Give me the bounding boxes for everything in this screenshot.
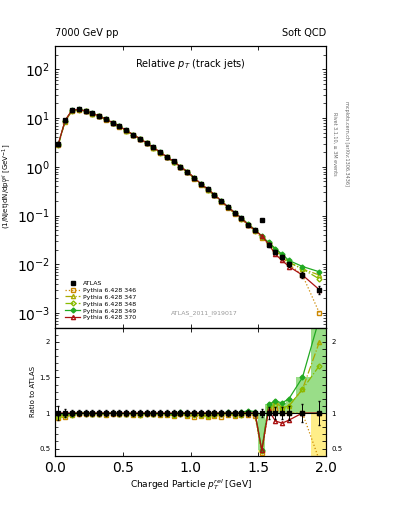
Bar — [272, 401, 279, 413]
Text: Relative $p_T$ (track jets): Relative $p_T$ (track jets) — [135, 57, 246, 71]
Bar — [191, 413, 197, 417]
Text: ATLAS_2011_I919017: ATLAS_2011_I919017 — [171, 311, 237, 316]
Bar — [143, 413, 150, 414]
Bar — [286, 399, 296, 413]
Bar — [130, 413, 136, 415]
Text: Rivet 3.1.10, ≥ 3M events: Rivet 3.1.10, ≥ 3M events — [332, 112, 337, 175]
Bar — [259, 413, 265, 451]
Bar — [62, 413, 69, 414]
Bar — [265, 410, 272, 413]
Bar — [69, 413, 75, 415]
Bar — [224, 412, 231, 413]
Bar — [204, 413, 211, 417]
Bar — [136, 413, 143, 415]
Text: Soft QCD: Soft QCD — [282, 28, 326, 38]
Bar — [231, 413, 238, 416]
Bar — [62, 413, 69, 417]
Bar — [279, 403, 286, 413]
X-axis label: Charged Particle $p_T^{rel}$ [GeV]: Charged Particle $p_T^{rel}$ [GeV] — [130, 477, 252, 492]
Bar — [123, 413, 130, 414]
Y-axis label: (1/Njet)dN/dp$_T^{rel}$ [GeV$^{-1}$]: (1/Njet)dN/dp$_T^{rel}$ [GeV$^{-1}$] — [1, 144, 14, 229]
Bar — [245, 411, 252, 413]
Bar — [177, 413, 184, 414]
Bar — [55, 413, 62, 414]
Bar — [218, 413, 224, 417]
Bar — [238, 413, 245, 415]
Bar — [55, 413, 62, 418]
Bar — [163, 413, 170, 415]
Bar — [238, 412, 245, 413]
Bar — [252, 413, 259, 416]
Bar — [89, 413, 96, 414]
Bar — [252, 412, 259, 413]
Bar — [157, 413, 163, 415]
Bar — [96, 413, 103, 414]
Bar — [177, 412, 184, 413]
Bar — [197, 413, 204, 416]
Bar — [184, 413, 191, 416]
Text: mcplots.cern.ch [arXiv:1306.3436]: mcplots.cern.ch [arXiv:1306.3436] — [344, 101, 349, 186]
Bar — [103, 413, 109, 415]
Bar — [265, 404, 272, 413]
Bar — [170, 413, 177, 414]
Bar — [109, 413, 116, 414]
Text: 7000 GeV pp: 7000 GeV pp — [55, 28, 119, 38]
Bar — [296, 377, 311, 413]
Bar — [150, 413, 157, 414]
Bar — [259, 413, 265, 453]
Bar — [170, 413, 177, 416]
Bar — [272, 409, 279, 413]
Y-axis label: Ratio to ATLAS: Ratio to ATLAS — [30, 366, 36, 417]
Legend: ATLAS, Pythia 6.428 346, Pythia 6.428 347, Pythia 6.428 348, Pythia 6.428 349, P: ATLAS, Pythia 6.428 346, Pythia 6.428 34… — [64, 279, 138, 322]
Bar — [311, 413, 326, 460]
Bar — [75, 413, 82, 414]
Bar — [211, 413, 218, 416]
Bar — [116, 413, 123, 414]
Bar — [311, 318, 326, 413]
Bar — [245, 413, 252, 415]
Bar — [82, 413, 89, 414]
Bar — [224, 413, 231, 415]
